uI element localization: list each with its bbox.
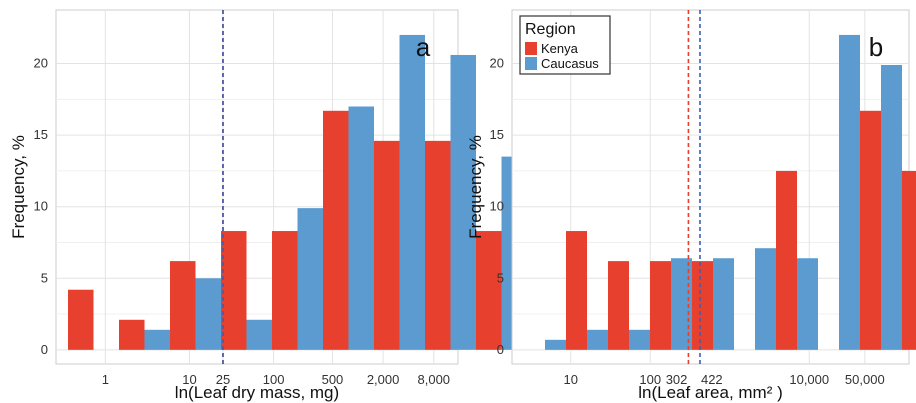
panel-letter: b [869,32,883,62]
legend-swatch-caucasus [525,57,537,70]
bar-caucasus [399,34,425,350]
bar-kenya [476,231,502,350]
bar-kenya [221,231,247,350]
bar-kenya [650,261,671,350]
bar-kenya [608,261,629,350]
bar-kenya [323,110,349,350]
bar-caucasus [246,319,272,350]
bar-kenya [170,261,196,350]
x-tick-label: 10 [182,372,196,387]
x-tick-label: 10 [564,372,578,387]
bar-caucasus [839,34,860,350]
x-tick-label: 100 [639,372,661,387]
x-tick-label: 10,000 [789,372,829,387]
y-tick-label: 10 [34,199,48,214]
bar-kenya [566,231,587,350]
y-tick-label: 20 [34,56,48,71]
bar-caucasus [545,339,566,350]
y-tick-label: 15 [490,127,504,142]
bar-caucasus [713,258,734,350]
bar-caucasus [587,329,608,350]
bar-caucasus [755,248,776,350]
bar-caucasus [629,329,650,350]
x-tick-label: 25 [216,372,230,387]
bar-caucasus [450,54,476,350]
bar-kenya [860,110,881,350]
y-axis-title: Frequency, % [466,135,485,239]
reference-label-caucasus: 422 [701,372,723,387]
y-tick-label: 0 [41,342,48,357]
x-axis-title: ln(Leaf dry mass, mg) [175,383,339,402]
bar-kenya [902,170,916,350]
y-tick-label: 0 [497,342,504,357]
bar-caucasus [144,329,170,350]
y-axis-title: Frequency, % [9,135,28,239]
legend-label-caucasus: Caucasus [541,56,599,71]
bar-caucasus [297,208,323,350]
x-tick-label: 50,000 [845,372,885,387]
bar-kenya [692,261,713,350]
y-tick-label: 15 [34,127,48,142]
y-tick-label: 10 [490,199,504,214]
x-tick-label: 8,000 [418,372,451,387]
bar-caucasus [881,64,902,350]
y-tick-label: 5 [41,270,48,285]
bar-kenya [68,289,94,350]
x-tick-label: 100 [263,372,285,387]
legend-label-kenya: Kenya [541,41,579,56]
bar-caucasus [348,106,374,350]
bar-kenya [272,231,298,350]
x-tick-label: 500 [322,372,344,387]
panel-b: 302 422 0 5 10 15 20 10 100 10,000 50,000 ln(Leaf a… [466,9,916,402]
panel-letter: a [416,32,431,62]
bar-kenya [776,170,797,350]
bar-kenya [425,140,451,350]
x-tick-label: 1 [102,372,109,387]
bar-caucasus [797,258,818,350]
reference-label-kenya: 302 [666,372,688,387]
bar-caucasus [195,278,221,350]
x-axis-title: ln(Leaf area, mm² ) [638,383,783,402]
x-tick-label: 2,000 [367,372,400,387]
bar-kenya [374,140,400,350]
y-tick-label: 20 [490,56,504,71]
legend-swatch-kenya [525,42,537,55]
y-tick-label: 5 [497,270,504,285]
legend-title: Region [525,21,576,38]
bar-caucasus [671,258,692,350]
bar-kenya [119,319,145,350]
